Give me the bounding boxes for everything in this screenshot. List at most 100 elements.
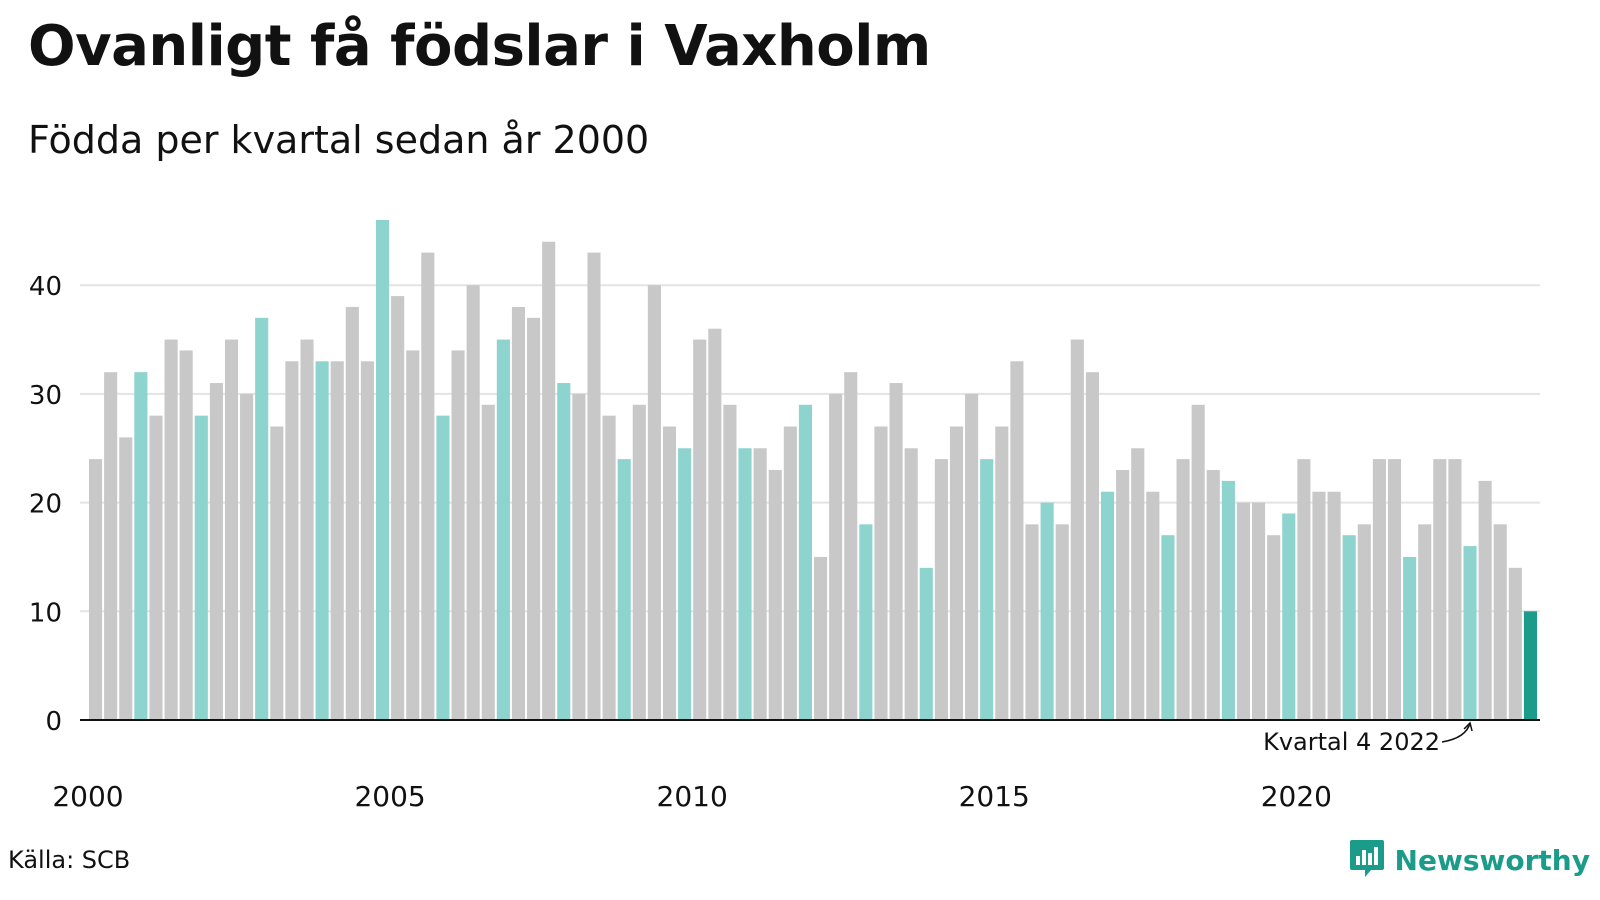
x-tick-label: 2010 — [657, 780, 728, 813]
y-tick-label: 20 — [29, 490, 62, 520]
bar-2011-K4 — [798, 404, 812, 720]
bar-2018-K4 — [1221, 480, 1235, 720]
bar-2019-K4 — [1282, 513, 1296, 720]
bar-2020-K3 — [1327, 491, 1341, 720]
bar-2012-K3 — [844, 372, 858, 720]
bar-2005-K2 — [406, 350, 420, 720]
bar-2016-K4 — [1100, 491, 1115, 720]
bar-2014-K1 — [934, 459, 948, 720]
annotations: Kvartal 4 2022 — [1263, 721, 1473, 756]
bar-2007-K3 — [542, 241, 556, 720]
bar-2021-K1 — [1357, 524, 1371, 720]
bar-2005-K1 — [391, 296, 405, 720]
bar-2022-K3 — [1448, 459, 1462, 720]
bar-2021-K2 — [1372, 459, 1386, 720]
bar-2003-K4 — [315, 361, 329, 720]
annotation-arrow — [1441, 722, 1471, 743]
bar-2002-K2 — [224, 339, 239, 720]
bar-2012-K4 — [859, 524, 873, 720]
bar-2010-K3 — [723, 404, 737, 720]
bar-2004-K4 — [375, 220, 390, 720]
bar-2018-K2 — [1191, 404, 1205, 720]
bar-2007-K4 — [557, 383, 571, 720]
brand-name: Newsworthy — [1394, 843, 1590, 877]
bar-2010-K1 — [693, 339, 707, 720]
bar-2002-K1 — [209, 383, 223, 720]
bar-2016-K2 — [1070, 339, 1084, 720]
bar-2011-K2 — [768, 470, 782, 720]
bar-2023-K1 — [1478, 480, 1492, 720]
bar-2014-K4 — [980, 459, 994, 720]
bar-2014-K3 — [965, 393, 979, 720]
bar-2009-K1 — [632, 404, 646, 720]
y-tick-label: 10 — [29, 598, 62, 628]
y-tick-label: 0 — [45, 707, 62, 737]
bar-2003-K2 — [285, 361, 299, 720]
bar-2014-K2 — [949, 426, 964, 720]
bars — [89, 220, 1537, 720]
bar-2022-K2 — [1433, 459, 1447, 720]
bar-2005-K4 — [436, 415, 450, 720]
bar-2004-K1 — [330, 361, 344, 720]
x-tick-label: 2015 — [959, 780, 1030, 813]
bar-2006-K3 — [481, 404, 495, 720]
bar-2005-K3 — [421, 252, 435, 720]
x-tick-label: 2005 — [354, 780, 425, 813]
bar-2015-K4 — [1040, 502, 1054, 720]
bar-2013-K4 — [919, 567, 933, 720]
bar-2011-K3 — [783, 426, 797, 720]
bar-2019-K1 — [1236, 502, 1251, 720]
chart-subtitle: Födda per kvartal sedan år 2000 — [28, 118, 650, 162]
bar-2017-K3 — [1146, 491, 1160, 720]
bar-2020-K1 — [1297, 459, 1311, 720]
chart-title: Ovanligt få födslar i Vaxholm — [28, 14, 931, 79]
bar-2010-K4 — [738, 448, 752, 720]
y-tick-label: 40 — [29, 272, 62, 302]
bar-2020-K4 — [1342, 535, 1356, 720]
y-tick-label: 30 — [29, 381, 62, 411]
bar-2009-K2 — [647, 285, 661, 720]
bar-2022-K4 — [1463, 546, 1477, 720]
newsworthy-logo-icon — [1349, 838, 1385, 882]
brand: Newsworthy — [1349, 838, 1590, 882]
bar-2012-K1 — [814, 556, 828, 720]
bar-2021-K3 — [1387, 459, 1402, 720]
bar-2006-K4 — [496, 339, 510, 720]
bar-2018-K1 — [1176, 459, 1190, 720]
bar-2006-K2 — [466, 285, 480, 720]
bar-2002-K4 — [255, 317, 269, 720]
bar-2023-K4 — [1523, 611, 1537, 720]
bar-2015-K2 — [1010, 361, 1024, 720]
bar-2017-K2 — [1131, 448, 1145, 720]
bar-2010-K2 — [708, 328, 722, 720]
bar-2013-K1 — [874, 426, 888, 720]
bar-2021-K4 — [1403, 556, 1417, 720]
bar-2013-K2 — [889, 383, 903, 720]
bar-2016-K3 — [1085, 372, 1099, 720]
bar-2023-K2 — [1493, 524, 1507, 720]
x-tick-label: 2020 — [1261, 780, 1332, 813]
bar-2002-K3 — [240, 393, 254, 720]
bar-2001-K1 — [149, 415, 163, 720]
source-label: Källa: SCB — [8, 846, 131, 874]
bar-2001-K2 — [164, 339, 178, 720]
bar-2000-K1 — [89, 459, 103, 720]
bar-2008-K1 — [572, 393, 586, 720]
bar-2007-K2 — [527, 317, 541, 720]
bar-2009-K4 — [678, 448, 692, 720]
bar-2019-K3 — [1267, 535, 1281, 720]
bar-2017-K1 — [1116, 470, 1130, 720]
annotation-label: Kvartal 4 2022 — [1263, 728, 1440, 756]
x-tick-label: 2000 — [52, 780, 123, 813]
bar-2015-K3 — [1025, 524, 1039, 720]
bar-2001-K4 — [194, 415, 208, 720]
annotation-arrowhead — [1463, 721, 1473, 732]
bar-2008-K4 — [617, 459, 631, 720]
bar-2019-K2 — [1252, 502, 1266, 720]
bar-2022-K1 — [1418, 524, 1432, 720]
bar-2004-K2 — [345, 306, 359, 720]
bar-2016-K1 — [1055, 524, 1069, 720]
bar-2003-K1 — [270, 426, 284, 720]
bar-2017-K4 — [1161, 535, 1175, 720]
